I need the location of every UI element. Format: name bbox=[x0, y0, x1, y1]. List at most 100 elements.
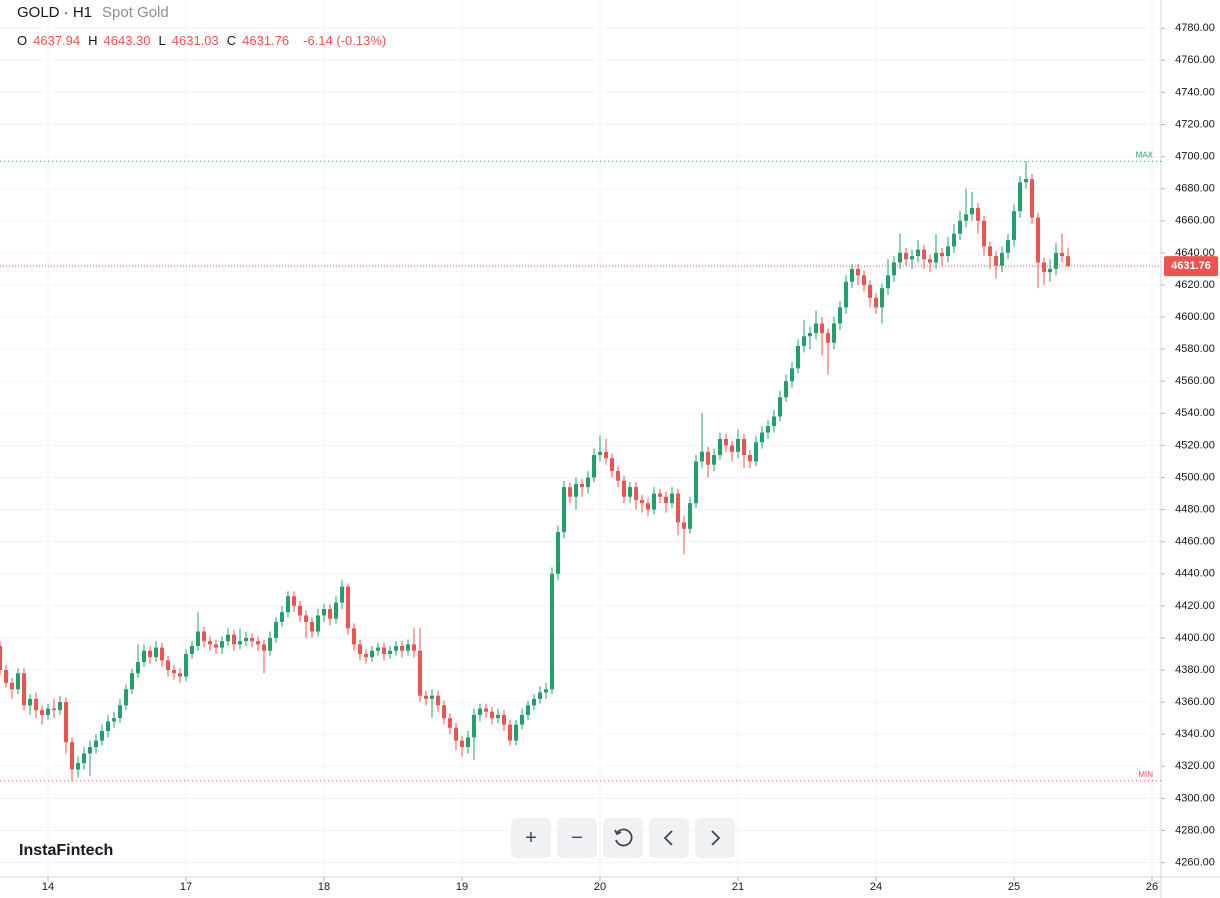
y-tick-label: 4580.00 bbox=[1175, 343, 1215, 355]
candle-body bbox=[862, 275, 866, 285]
ohlc-legend: O 4637.94 H 4643.30 L 4631.03 C 4631.76 -6.14 (-… bbox=[17, 33, 394, 48]
candle-body bbox=[844, 281, 848, 308]
candle-body bbox=[52, 708, 56, 711]
candle-body bbox=[472, 714, 476, 738]
zoom-out-button[interactable]: − bbox=[557, 818, 597, 858]
y-tick-label: 4320.00 bbox=[1175, 760, 1215, 772]
candle-body bbox=[742, 438, 746, 456]
reset-button[interactable] bbox=[603, 818, 643, 858]
candle-body bbox=[448, 718, 452, 728]
candle-body bbox=[262, 644, 266, 651]
ohlc-key: L bbox=[158, 33, 166, 48]
y-tick-label: 4620.00 bbox=[1175, 279, 1215, 291]
candle-body bbox=[754, 442, 758, 462]
candle-body bbox=[886, 275, 890, 289]
candle-body bbox=[940, 252, 944, 257]
candle-body bbox=[622, 480, 626, 497]
candle-body bbox=[664, 496, 668, 504]
candle-body bbox=[130, 673, 134, 690]
candle-body bbox=[646, 503, 650, 510]
candle-body bbox=[592, 455, 596, 478]
candle-body bbox=[658, 493, 662, 497]
candle-body bbox=[394, 645, 398, 651]
y-tick-label: 4500.00 bbox=[1175, 471, 1215, 483]
candle-body bbox=[364, 653, 368, 658]
candle-body bbox=[280, 612, 284, 622]
candle-body bbox=[70, 742, 74, 770]
candle-body bbox=[736, 438, 740, 452]
candle-body bbox=[952, 233, 956, 247]
candle-body bbox=[556, 532, 560, 574]
candle-body bbox=[268, 637, 272, 651]
candle-body bbox=[688, 503, 692, 529]
y-tick-label: 4700.00 bbox=[1175, 151, 1215, 163]
candle-body bbox=[424, 695, 428, 699]
candle-body bbox=[904, 252, 908, 260]
y-tick-label: 4540.00 bbox=[1175, 407, 1215, 419]
candle-body bbox=[352, 628, 356, 645]
candle-body bbox=[730, 445, 734, 452]
ohlc-value: 4631.03 bbox=[171, 33, 219, 48]
candle-body bbox=[106, 721, 110, 731]
candle-body bbox=[880, 288, 884, 308]
ohlc-key: H bbox=[88, 33, 98, 48]
candle-body bbox=[148, 650, 152, 658]
candle-body bbox=[166, 660, 170, 671]
y-tick-label: 4560.00 bbox=[1175, 375, 1215, 387]
candle-body bbox=[286, 596, 290, 613]
candle-body bbox=[628, 487, 632, 497]
candle-body bbox=[232, 634, 236, 645]
candle-body bbox=[988, 246, 992, 257]
y-tick-label: 4660.00 bbox=[1175, 215, 1215, 227]
candle-body bbox=[772, 416, 776, 427]
candle-body bbox=[1066, 256, 1070, 267]
candle-body bbox=[652, 493, 656, 510]
candle-body bbox=[208, 641, 212, 645]
candle-body bbox=[526, 705, 530, 715]
candle-body bbox=[760, 432, 764, 443]
candle-body bbox=[196, 631, 200, 646]
candle-body bbox=[1060, 252, 1064, 257]
candle-body bbox=[898, 252, 902, 263]
symbol-name: Spot Gold bbox=[102, 4, 169, 21]
candle-body bbox=[514, 724, 518, 741]
candle-body bbox=[376, 647, 380, 651]
candle-body bbox=[142, 650, 146, 663]
candle-body bbox=[808, 333, 812, 337]
candle-body bbox=[532, 698, 536, 706]
y-tick-label: 4280.00 bbox=[1175, 824, 1215, 836]
candle-body bbox=[586, 477, 590, 488]
candle-body bbox=[226, 634, 230, 642]
candle-body bbox=[520, 714, 524, 725]
candle-body bbox=[970, 207, 974, 215]
candle-body bbox=[784, 381, 788, 398]
x-tick-label: 18 bbox=[318, 881, 330, 893]
x-tick-label: 21 bbox=[732, 881, 744, 893]
candle-body bbox=[238, 641, 242, 645]
toolbar: + − bbox=[511, 818, 735, 858]
x-tick-label: 25 bbox=[1008, 881, 1020, 893]
ohlc-key: C bbox=[226, 33, 237, 48]
candle-body bbox=[958, 220, 962, 234]
zoom-in-button[interactable]: + bbox=[511, 818, 551, 858]
candle-body bbox=[358, 644, 362, 654]
candle-body bbox=[670, 493, 674, 504]
candle-body bbox=[832, 323, 836, 343]
candle-body bbox=[748, 455, 752, 462]
candle-body bbox=[502, 714, 506, 725]
candle-body bbox=[712, 455, 716, 465]
candle-body bbox=[4, 670, 8, 683]
y-tick-label: 4780.00 bbox=[1175, 22, 1215, 34]
y-tick-label: 4760.00 bbox=[1175, 54, 1215, 66]
x-tick-label: 20 bbox=[594, 881, 606, 893]
scroll-right-button[interactable] bbox=[695, 818, 735, 858]
candle-body bbox=[22, 673, 26, 706]
scroll-left-button[interactable] bbox=[649, 818, 689, 858]
candle-body bbox=[256, 641, 260, 645]
candle-body bbox=[922, 249, 926, 260]
candle-body bbox=[1042, 262, 1046, 273]
candle-body bbox=[610, 458, 614, 472]
candle-body bbox=[562, 487, 566, 533]
y-tick-label: 4260.00 bbox=[1175, 856, 1215, 868]
candle-body bbox=[184, 653, 188, 677]
